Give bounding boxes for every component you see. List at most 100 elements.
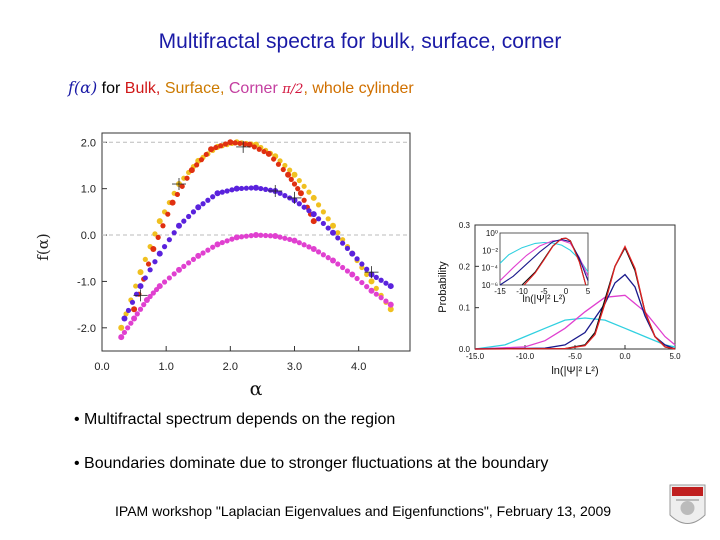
- spectrum-point-surface: [210, 194, 216, 200]
- spectrum-point-surface: [181, 218, 187, 224]
- probability-ytick-label: 0.2: [459, 262, 471, 271]
- spectrum-point-surface: [306, 208, 312, 214]
- spectrum-errorbars: [133, 140, 379, 302]
- spectrum-point-surface: [248, 185, 254, 191]
- spectrum-point-corner: [166, 275, 172, 281]
- spectrum-point-surface: [205, 197, 211, 203]
- spectrum-point-corner: [224, 238, 230, 244]
- spectrum-point-whole-cylinder: [137, 269, 144, 276]
- spectrum-point-surface: [171, 230, 177, 236]
- spectrum-point-bulk: [169, 199, 176, 206]
- probability-line-red: [474, 244, 676, 350]
- spectrum-point-whole-cylinder: [320, 209, 326, 215]
- label-bulk: Bulk,: [124, 80, 161, 97]
- spectrum-points: [118, 139, 394, 341]
- spectrum-point-surface: [296, 201, 302, 207]
- spectrum-point-corner: [258, 232, 264, 238]
- spectrum-point-whole-cylinder: [330, 222, 336, 229]
- spectrum-point-surface: [310, 211, 317, 218]
- spectrum-point-corner: [248, 233, 254, 239]
- spectrum-point-whole-cylinder: [291, 171, 298, 178]
- spectrum-point-surface: [229, 187, 235, 193]
- spectrum-ytick-label: 0.0: [81, 230, 96, 242]
- spectrum-point-corner: [186, 260, 192, 266]
- spectrum-ytick-label: -2.0: [77, 323, 96, 335]
- spectrum-point-surface: [142, 275, 148, 281]
- spectrum-chart: 0.0 1.0 2.0 3.0 4.0 2.0 1.0 0.0 -1.0 -2.0 f(α) α: [34, 132, 411, 400]
- spectrum-ytick-label: 1.0: [81, 184, 96, 196]
- inset-line-red: [523, 237, 587, 286]
- spectrum-point-corner: [340, 264, 346, 271]
- spectrum-point-bulk: [145, 261, 152, 267]
- spectrum-point-bulk: [261, 148, 267, 155]
- spectrum-point-corner: [219, 239, 225, 246]
- spectrum-xtick-label: 4.0: [351, 361, 366, 373]
- spectrum-point-corner: [205, 247, 211, 253]
- spectrum-point-bulk: [301, 197, 307, 203]
- label-whole-cylinder: whole cylinder: [312, 80, 414, 97]
- spectrum-point-bulk: [222, 141, 229, 147]
- spectrum-point-corner: [354, 275, 360, 282]
- spectrum-point-bulk: [150, 245, 157, 252]
- label-angle: π/2: [282, 82, 304, 97]
- spectrum-point-corner: [296, 240, 302, 246]
- spectrum-point-corner: [301, 242, 307, 248]
- spectrum-point-corner: [387, 301, 394, 308]
- spectrum-point-whole-cylinder: [368, 278, 375, 285]
- spectrum-point-bulk: [232, 140, 238, 146]
- spectrum-point-corner: [282, 235, 288, 241]
- spectrum-point-surface: [161, 244, 168, 250]
- spectrum-point-bulk: [310, 218, 317, 225]
- spectrum-point-corner: [161, 279, 168, 285]
- spectrum-point-surface: [335, 235, 341, 241]
- spectrum-point-surface: [320, 220, 326, 227]
- spectrum-point-surface: [137, 283, 144, 290]
- spectrum-point-corner: [383, 298, 389, 304]
- spectrum-point-bulk: [246, 141, 253, 148]
- spectrum-point-corner: [310, 245, 317, 252]
- spectrum-point-surface: [190, 209, 197, 215]
- probability-xtick-label: -5.0: [568, 352, 582, 361]
- spectrum-point-surface: [186, 213, 192, 220]
- spectrum-ytick-label: -1.0: [77, 276, 96, 288]
- label-surface: Surface,: [164, 80, 225, 97]
- spectrum-point-bulk: [297, 190, 304, 197]
- spectrum-point-corner: [141, 302, 147, 308]
- spectrum-point-corner: [378, 295, 384, 301]
- spectrum-point-surface: [195, 204, 202, 211]
- inset-xtick-label: 0: [564, 287, 569, 296]
- spectrum-point-bulk: [275, 161, 282, 167]
- spectrum-point-corner: [210, 244, 216, 250]
- spectrum-point-corner: [238, 234, 245, 240]
- inset-line-blue: [499, 238, 589, 286]
- spectrum-point-surface: [133, 291, 140, 297]
- spectrum-point-bulk: [218, 143, 224, 149]
- probability-line-magenta: [474, 294, 676, 350]
- spectrum-point-whole-cylinder: [325, 216, 331, 222]
- spectrum-point-corner: [291, 237, 298, 244]
- spectrum-point-corner: [137, 306, 144, 312]
- spectrum-point-corner: [263, 232, 269, 239]
- spectrum-xtick-label: 0.0: [94, 361, 109, 373]
- spectrum-xtick-label: 2.0: [223, 361, 238, 373]
- spectrum-point-corner: [325, 255, 331, 261]
- spectrum-point-bulk: [291, 181, 298, 187]
- inset-xtick-label: -10: [516, 287, 528, 296]
- spectrum-point-surface: [330, 229, 336, 236]
- spectrum-point-whole-cylinder: [118, 324, 125, 331]
- spectrum-point-whole-cylinder: [364, 271, 370, 278]
- spectrum-point-corner: [320, 252, 326, 258]
- f-alpha-symbol: f(α): [68, 78, 98, 97]
- spectrum-point-corner: [364, 284, 370, 290]
- spectrum-point-whole-cylinder: [373, 285, 379, 291]
- probability-ytick-label: 0.0: [459, 345, 471, 354]
- spectrum-point-whole-cylinder: [133, 283, 139, 289]
- spectrum-point-surface: [383, 280, 389, 286]
- spectrum-point-surface: [325, 225, 331, 231]
- spectrum-point-corner: [233, 234, 240, 241]
- inset-ticks: -15 -10 -5 0 5 10⁰ 10⁻² 10⁻⁴ 10⁻⁶: [481, 229, 590, 296]
- spectrum-point-bulk: [227, 139, 234, 146]
- spectrum-point-surface: [152, 259, 158, 265]
- spectrum-point-bulk: [184, 175, 190, 181]
- spectrum-point-surface: [214, 190, 221, 197]
